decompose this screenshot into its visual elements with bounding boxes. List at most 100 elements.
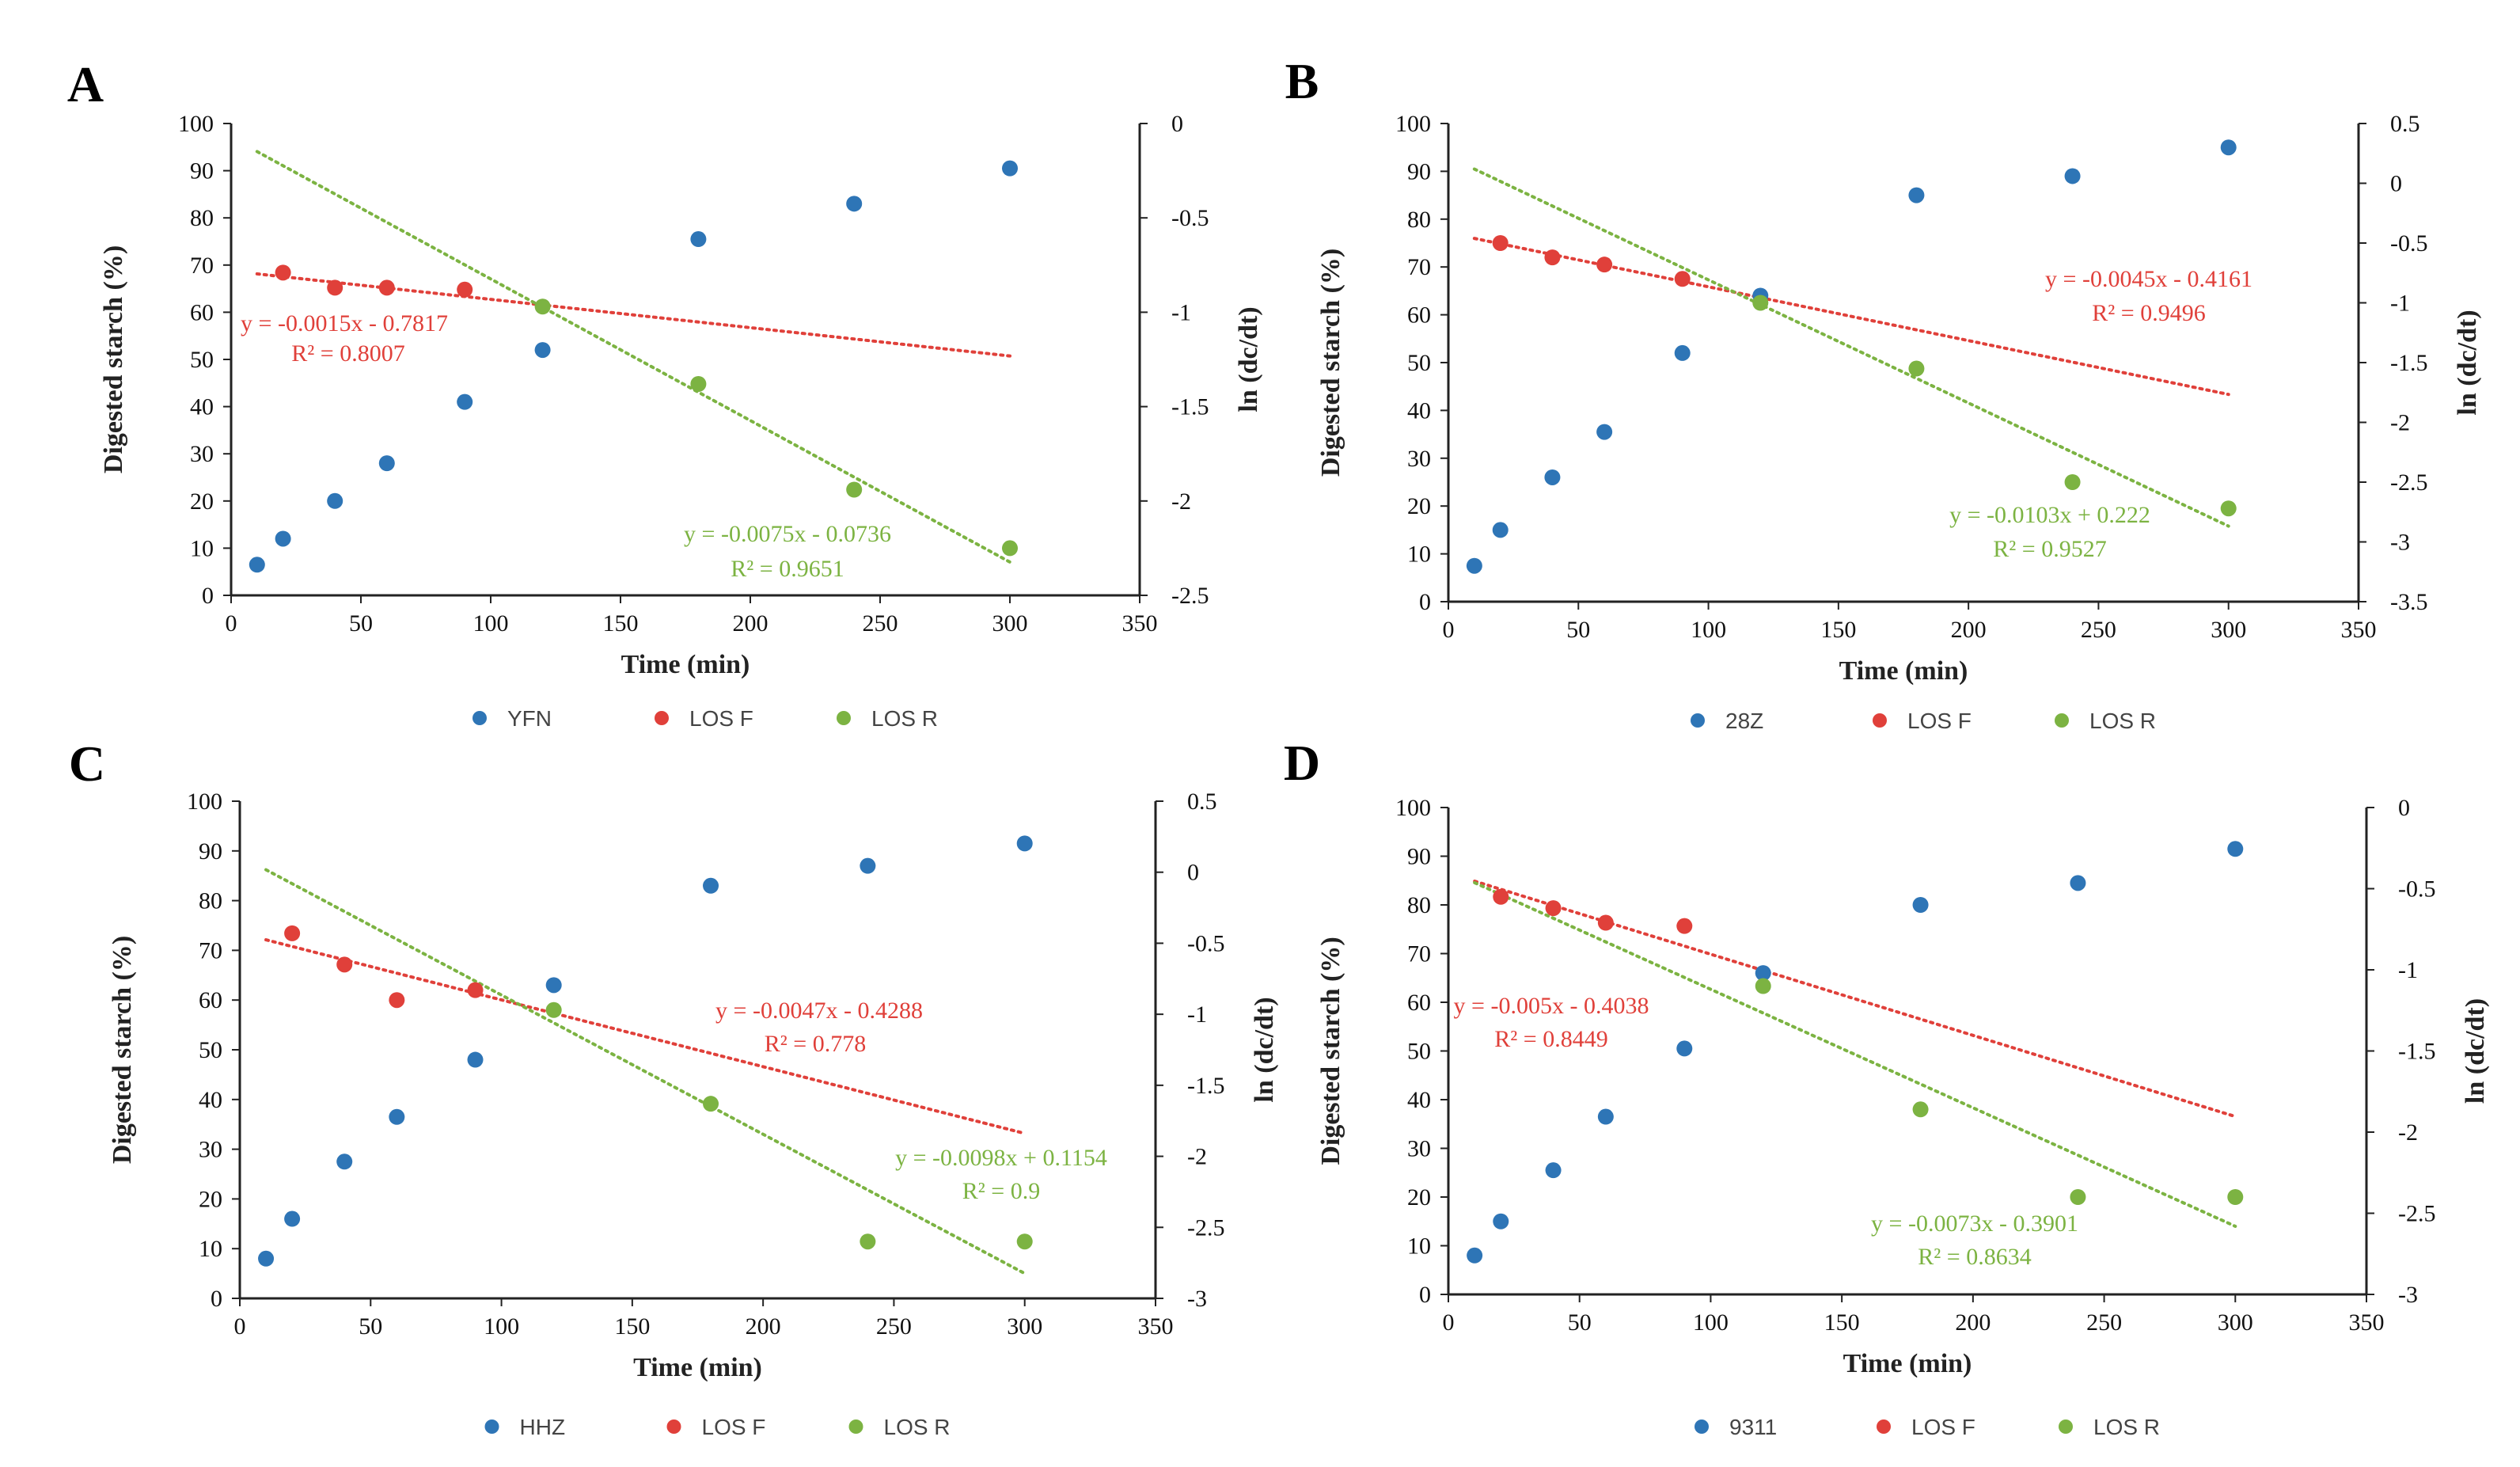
data-point-los-f: [275, 264, 291, 281]
data-point-los-r: [2220, 500, 2237, 517]
chart-panel-c: C 0 50 100 150 200 250 300 350 0 10 20 30 40 50 60 70 80 9…: [69, 735, 1279, 1439]
trendline-r2: R² = 0.778: [765, 1031, 866, 1057]
data-point-digested-starch: [1467, 1247, 1483, 1264]
x-tick-label: 200: [1951, 617, 1987, 643]
chart-panel-b: B 0 50 100 150 200 250 300 350 0 10 20 30 40 50 60 70 80 9…: [1285, 53, 2482, 733]
data-point-los-r: [1755, 978, 1771, 994]
y-left-tick-label: 50: [1407, 1039, 1431, 1065]
x-axis-title: Time (min): [1839, 656, 1968, 686]
trendline-r2: R² = 0.9651: [731, 556, 844, 582]
y-left-tick-label: 90: [1407, 158, 1431, 184]
y-left-tick-label: 70: [199, 937, 222, 963]
y-left-tick-label: 40: [1407, 397, 1431, 424]
legend-marker: [2059, 1419, 2073, 1434]
y-left-tick-label: 40: [1407, 1087, 1431, 1113]
legend-marker: [655, 711, 669, 725]
y-right-tick-label: -1: [2398, 957, 2418, 983]
y-axis-right-title: ln (dc/dt): [2453, 310, 2482, 415]
data-point-los-f: [1676, 918, 1693, 934]
y-right-tick-label: -1: [2390, 291, 2410, 317]
legend-marker: [2055, 713, 2069, 728]
data-point-digested-starch: [336, 1153, 353, 1170]
legend-label: 9311: [1729, 1415, 1777, 1439]
y-right-tick-label: 0: [1187, 860, 1199, 886]
y-left-tick-label: 70: [1407, 254, 1431, 280]
data-point-los-r: [2227, 1189, 2244, 1205]
y-right-tick-label: -3.5: [2390, 589, 2428, 615]
data-point-digested-starch: [1597, 1108, 1614, 1125]
trendline-los-r: [1473, 880, 2237, 1228]
x-tick-label: 350: [1138, 1313, 1174, 1340]
data-point-digested-starch: [2227, 841, 2244, 857]
data-point-digested-starch: [1676, 1040, 1693, 1057]
y-right-tick-label: 0.5: [1187, 789, 1217, 815]
x-tick-label: 300: [1007, 1313, 1042, 1340]
y-left-tick-label: 60: [199, 987, 222, 1013]
y-left-tick-label: 10: [199, 1236, 222, 1262]
x-tick-label: 150: [1824, 1309, 1860, 1336]
data-point-digested-starch: [258, 1250, 275, 1267]
y-right-tick-label: -2: [1171, 488, 1191, 515]
trendline-r2: R² = 0.8449: [1494, 1026, 1607, 1052]
y-right-tick-label: 0: [2398, 795, 2410, 821]
y-left-tick-label: 0: [202, 583, 214, 609]
data-point-los-f: [1492, 235, 1509, 251]
y-right-tick-label: -2.5: [2390, 469, 2428, 496]
y-right-tick-label: -2.5: [1187, 1214, 1225, 1241]
data-point-los-r: [2064, 474, 2081, 490]
data-point-los-f: [1493, 888, 1509, 905]
data-point-los-r: [1002, 540, 1018, 557]
data-point-digested-starch: [545, 977, 562, 994]
chart-panel-d: D 0 50 100 150 200 250 300 350 0 10 20 30 40 50 60 70 80 9…: [1284, 735, 2490, 1439]
legend-label: LOS F: [1907, 709, 1972, 733]
legend-label: YFN: [507, 706, 552, 731]
y-right-tick-label: -1: [1187, 1001, 1207, 1028]
y-right-tick-label: -1.5: [1171, 394, 1209, 420]
trendline-los-r: [264, 868, 1027, 1275]
x-axis-title: Time (min): [633, 1353, 762, 1382]
y-right-tick-label: -0.5: [2398, 876, 2436, 903]
data-point-los-r: [1912, 1101, 1929, 1118]
legend-label: LOS F: [689, 706, 753, 731]
data-point-los-r: [860, 1233, 876, 1250]
y-right-tick-label: 0: [1171, 111, 1183, 137]
y-left-tick-label: 20: [1407, 493, 1431, 519]
y-right-tick-label: -1.5: [1187, 1073, 1225, 1099]
y-axis-left-title: Digested starch (%): [108, 936, 137, 1164]
data-point-los-f: [1597, 914, 1614, 931]
data-point-los-r: [534, 298, 551, 315]
x-axis-title: Time (min): [621, 650, 750, 679]
x-tick-label: 100: [473, 610, 509, 637]
x-tick-label: 0: [226, 610, 237, 637]
data-point-digested-starch: [467, 1051, 484, 1068]
x-tick-label: 350: [2341, 617, 2377, 643]
x-tick-label: 250: [863, 610, 898, 637]
data-point-digested-starch: [1466, 557, 1482, 574]
y-right-tick-label: -2.5: [2398, 1201, 2436, 1227]
y-left-tick-label: 100: [178, 111, 214, 137]
data-point-los-f: [457, 281, 473, 298]
y-left-tick-label: 90: [1407, 844, 1431, 870]
y-left-tick-label: 60: [1407, 302, 1431, 329]
data-point-digested-starch: [1908, 187, 1925, 203]
data-point-los-r: [1016, 1233, 1033, 1250]
x-axis-title: Time (min): [1843, 1349, 1972, 1378]
x-tick-label: 0: [1443, 617, 1455, 643]
panel-letter: D: [1284, 735, 1320, 791]
legend-marker: [848, 1419, 863, 1434]
y-left-tick-label: 0: [211, 1286, 222, 1312]
y-left-tick-label: 30: [199, 1137, 222, 1163]
legend-label: LOS F: [1911, 1415, 1975, 1439]
y-axis-right-title: ln (dc/dt): [2461, 998, 2490, 1104]
y-left-tick-label: 10: [1407, 1233, 1431, 1260]
data-point-digested-starch: [1492, 522, 1509, 538]
x-tick-label: 200: [746, 1313, 781, 1340]
legend-marker: [484, 1419, 499, 1434]
legend-marker: [1691, 713, 1705, 728]
y-right-tick-label: -2: [2398, 1119, 2418, 1146]
y-right-tick-label: -2: [2390, 410, 2410, 436]
y-right-tick-label: -3: [2390, 530, 2410, 556]
y-right-tick-label: 0.5: [2390, 111, 2420, 137]
y-left-tick-label: 60: [1407, 990, 1431, 1016]
trendline-los-f: [1473, 880, 2237, 1119]
